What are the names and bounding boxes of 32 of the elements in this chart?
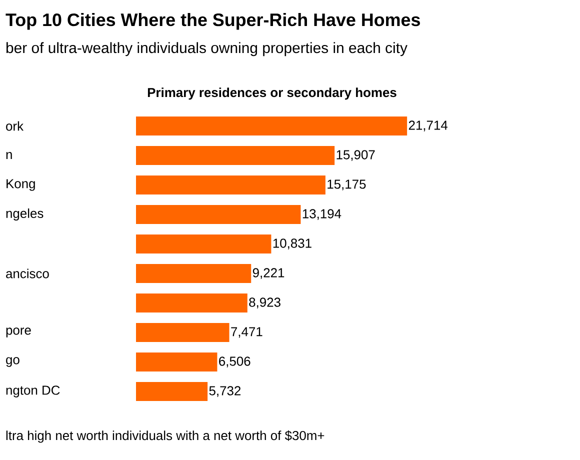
- data-label: 6,506: [219, 356, 250, 368]
- bar: [136, 176, 326, 194]
- bar: [136, 264, 252, 284]
- bar: [136, 116, 408, 136]
- data-label: 13,194: [302, 209, 342, 220]
- data-label: 21,714: [408, 120, 448, 132]
- y-tick-label: ngeles: [6, 208, 44, 221]
- data-label: 15,175: [328, 180, 366, 190]
- data-label: 15,907: [336, 150, 375, 161]
- data-label: 7,471: [231, 327, 262, 338]
- data-label: 9,221: [252, 268, 284, 279]
- text: ltra high net worth individuals with a net worth of $30m+: [6, 430, 324, 443]
- y-tick-label: ork: [6, 121, 24, 131]
- series-label: Primary residences or secondary homes: [148, 88, 396, 100]
- bar: [136, 146, 335, 165]
- y-tick-label: pore: [6, 328, 31, 338]
- bar: [136, 382, 208, 402]
- bar: [136, 234, 272, 254]
- chart-subtitle: ber of ultra-wealthy individuals owning properties in each city: [6, 42, 408, 56]
- y-tick-label: n: [6, 152, 12, 159]
- bar: [136, 352, 218, 372]
- bar: [136, 294, 248, 313]
- y-tick-label: go: [6, 357, 20, 367]
- data-label: 5,732: [209, 386, 241, 397]
- chart-title: Top 10 Cities Where the Super-Rich Have Homes: [6, 12, 420, 30]
- data-label: 10,831: [273, 238, 312, 250]
- data-label: 8,923: [249, 298, 280, 308]
- y-tick-label: ancisco: [6, 268, 49, 278]
- bar: [136, 323, 230, 342]
- bar: [136, 205, 301, 224]
- y-tick-label: ngton DC: [6, 386, 60, 398]
- y-tick-label: Kong: [6, 179, 35, 191]
